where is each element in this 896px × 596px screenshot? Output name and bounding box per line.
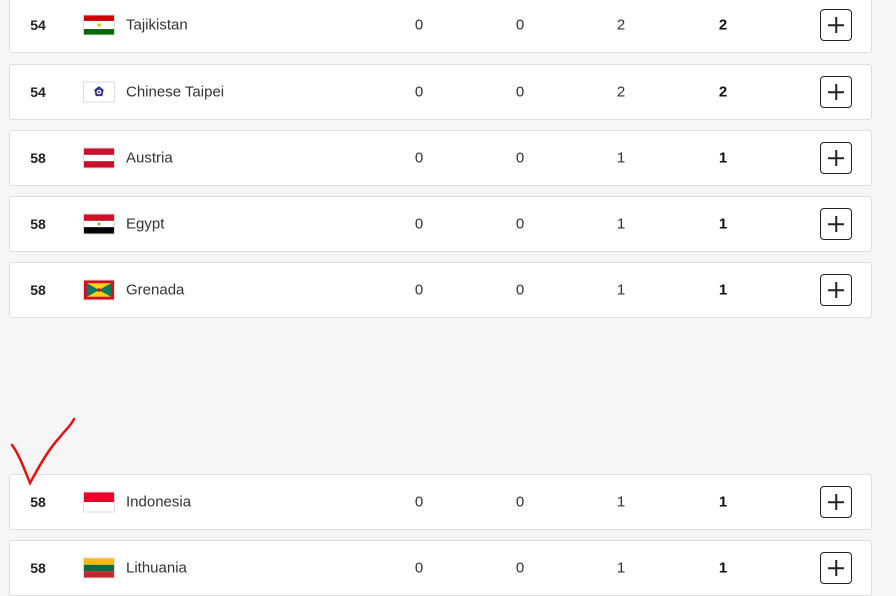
gold-count: 0: [414, 559, 424, 577]
table-row: 54 Chinese Taipei 0 0 2 2: [9, 64, 872, 120]
bronze-count: 1: [616, 493, 626, 511]
expand-row-button[interactable]: [820, 76, 852, 108]
table-row: 58 Lithuania 0 0 1 1: [9, 540, 872, 596]
red-checkmark-annotation: [10, 417, 76, 486]
bronze-count: 1: [616, 149, 626, 167]
expand-row-button[interactable]: [820, 208, 852, 240]
rank: 58: [30, 560, 46, 576]
silver-count: 0: [515, 281, 525, 299]
rank: 58: [30, 494, 46, 510]
table-row: 58 Egypt 0 0 1 1: [9, 196, 872, 252]
country-name: Grenada: [126, 281, 185, 299]
bronze-count: 2: [616, 83, 626, 101]
table-row: 54 Tajikistan 0 0 2 2: [9, 0, 872, 53]
tajikistan-flag-icon: [83, 14, 115, 36]
expand-row-button[interactable]: [820, 552, 852, 584]
silver-count: 0: [515, 83, 525, 101]
expand-row-button[interactable]: [820, 274, 852, 306]
silver-count: 0: [515, 215, 525, 233]
silver-count: 0: [515, 493, 525, 511]
bronze-count: 1: [616, 281, 626, 299]
gold-count: 0: [414, 215, 424, 233]
expand-row-button[interactable]: [820, 9, 852, 41]
rank: 58: [30, 150, 46, 166]
gold-count: 0: [414, 16, 424, 34]
bronze-count: 1: [616, 559, 626, 577]
egypt-flag-icon: [83, 213, 115, 235]
silver-count: 0: [515, 16, 525, 34]
bronze-count: 1: [616, 215, 626, 233]
table-row: 58 Grenada 0 0 1 1: [9, 262, 872, 318]
rank: 54: [30, 17, 46, 33]
country-name: Tajikistan: [126, 16, 188, 34]
total-count: 1: [718, 281, 728, 299]
total-count: 1: [718, 493, 728, 511]
total-count: 2: [718, 16, 728, 34]
gold-count: 0: [414, 149, 424, 167]
table-row: 58 Austria 0 0 1 1: [9, 130, 872, 186]
country-name: Austria: [126, 149, 173, 167]
gold-count: 0: [414, 83, 424, 101]
country-name: Egypt: [126, 215, 165, 233]
expand-row-button[interactable]: [820, 142, 852, 174]
expand-row-button[interactable]: [820, 486, 852, 518]
country-name: Lithuania: [126, 559, 187, 577]
total-count: 1: [718, 149, 728, 167]
total-count: 2: [718, 83, 728, 101]
bronze-count: 2: [616, 16, 626, 34]
total-count: 1: [718, 559, 728, 577]
country-name: Indonesia: [126, 493, 192, 511]
chinese-taipei-flag-icon: [83, 81, 115, 103]
country-name: Chinese Taipei: [126, 83, 225, 101]
rank: 58: [30, 282, 46, 298]
gold-count: 0: [414, 493, 424, 511]
silver-count: 0: [515, 149, 525, 167]
lithuania-flag-icon: [83, 557, 115, 579]
gold-count: 0: [414, 281, 424, 299]
austria-flag-icon: [83, 147, 115, 169]
table-row: 58 Indonesia 0 0 1 1: [9, 474, 872, 530]
grenada-flag-icon: [83, 279, 115, 301]
indonesia-flag-icon: [83, 491, 115, 513]
total-count: 1: [718, 215, 728, 233]
rank: 58: [30, 216, 46, 232]
rank: 54: [30, 84, 46, 100]
silver-count: 0: [515, 559, 525, 577]
